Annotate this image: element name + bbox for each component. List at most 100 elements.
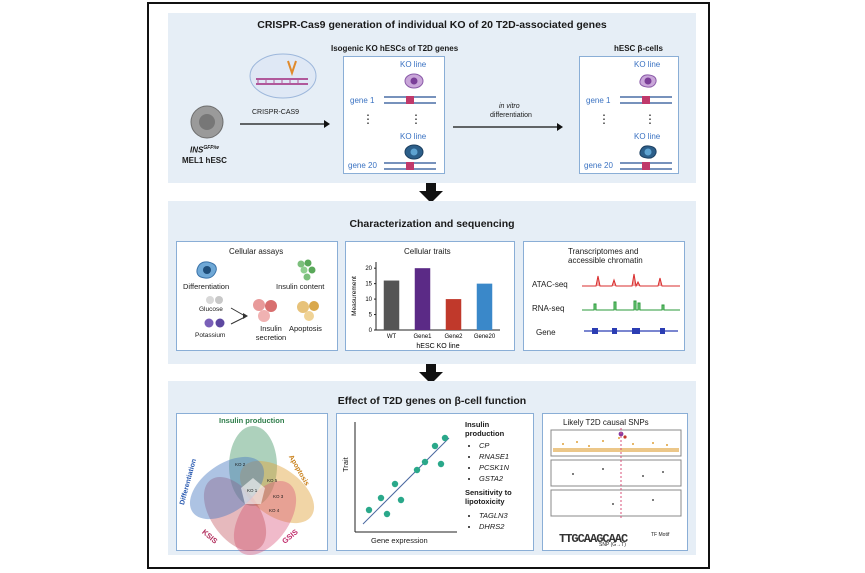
atac-label: ATAC-seq: [532, 280, 568, 289]
differentiation-label: Differentiation: [183, 282, 230, 291]
omics-title-1: Transcriptomes and: [568, 247, 639, 256]
characterization-panel: Characterization and sequencing Cellular…: [168, 201, 696, 364]
scatter-point: [365, 506, 373, 514]
beta-cell-1-icon: [639, 74, 657, 88]
ko-cell-1-icon: [404, 73, 424, 89]
down-arrow-2-icon: [419, 364, 443, 384]
scatter-box: Trait Gene expression Insulin production…: [336, 413, 534, 551]
venn-ko2: KO 2: [235, 462, 246, 467]
beta-dots-right: ⋮: [644, 112, 656, 126]
venn-box: Insulin production Apoptosis GSIS KSIS D…: [176, 413, 328, 556]
potassium-label: Potassium: [195, 332, 226, 339]
diff-label: differentiation: [490, 112, 532, 119]
y-tick-label: 20: [365, 266, 372, 272]
bar-gene1: [414, 268, 431, 330]
lipotoxicity-gene-list: TAGLN3 DHRS2: [469, 510, 508, 532]
motif-label: TF Motif: [651, 532, 670, 538]
bar-gene2: [445, 299, 462, 330]
beta-ko-label-2: KO line: [634, 132, 661, 141]
lipo-gene: TAGLN3: [479, 510, 508, 521]
down-arrow-1-icon: [419, 183, 443, 203]
traits-box: Cellular traits 0 5 10 15 20 WT Gene1 Gene2 Gene…: [345, 241, 515, 351]
x-tick-label: WT: [387, 334, 397, 340]
ko-cell-20-icon: [404, 144, 424, 160]
venn-ko1: KO 1: [247, 488, 258, 493]
traits-title: Cellular traits: [404, 247, 451, 256]
y-axis-label: Measurement: [351, 276, 358, 316]
scatter-ylabel: Trait: [341, 457, 350, 472]
insulin-gene: GSTA2: [479, 473, 509, 484]
apoptosis-icon: [297, 301, 319, 321]
gene-1-label: gene 1: [350, 96, 375, 105]
venn-ko3: KO 3: [273, 494, 284, 499]
mel1-label: MEL1 hESC: [182, 156, 227, 165]
scatter-point: [397, 496, 405, 504]
rna-track-icon: [582, 300, 680, 311]
insulin-gene: PCSK1N: [479, 462, 509, 473]
y-tick-label: 5: [369, 313, 373, 319]
scatter-xlabel: Gene expression: [371, 536, 428, 545]
scatter-point: [441, 434, 449, 442]
scatter-point: [431, 442, 439, 450]
motif-logo: TTGCAAGCAAC: [559, 532, 628, 546]
y-tick-label: 10: [365, 297, 372, 303]
effect-title: Effect of T2D genes on β-cell function: [337, 395, 527, 407]
omics-box: Transcriptomes and accessible chromatin …: [523, 241, 685, 351]
x-axis-label: hESC KO line: [416, 343, 459, 350]
snp-tracks: TTGCAAGCAAC: [550, 428, 682, 546]
beta-title: hESC β-cells: [614, 44, 663, 53]
crispr-plasmid-icon: [249, 53, 317, 99]
insulin-content-icon: [297, 259, 316, 281]
snp-box: Likely T2D causal SNPs TTGCAAGCAAC TF Mo…: [542, 413, 688, 551]
dna-20-icon: [384, 162, 436, 170]
characterization-title: Characterization and sequencing: [349, 218, 515, 230]
venn-ko4: KO 4: [269, 508, 280, 513]
ko-title: Isogenic KO hESCs of T2D genes: [331, 44, 459, 53]
y-tick-label: 0: [369, 328, 373, 334]
beta-cells-box: KO line gene 1 ⋮ ⋮ KO line gene 20: [579, 56, 679, 174]
dna-1-icon: [384, 96, 436, 104]
insulin-gene-list: CP RNASE1 PCSK1N GSTA2: [469, 440, 509, 484]
glucose-label: Glucose: [199, 306, 223, 313]
crispr-label: CRISPR-CAS9: [252, 109, 300, 116]
scatter-point: [377, 494, 385, 502]
insulin-production-heading: Insulin production: [465, 420, 505, 438]
glucose-icon: [206, 296, 223, 304]
trait-scatter-plot: [354, 422, 457, 533]
beta-dna-20-icon: [620, 162, 672, 170]
rna-label: RNA-seq: [532, 304, 565, 313]
ko-lines-box: KO line gene 1 ⋮ ⋮ KO line gene 20: [343, 56, 445, 174]
assays-title: Cellular assays: [229, 247, 284, 256]
differentiation-cell-icon: [196, 261, 217, 279]
effect-panel: Effect of T2D genes on β-cell function I…: [168, 381, 696, 556]
traits-bar-chart: 0 5 10 15 20 WT Gene1 Gene2 Gene20 hESC KO line Me…: [351, 262, 500, 350]
mel1-cell-icon: [190, 105, 224, 139]
lipo-gene: DHRS2: [479, 521, 508, 532]
venn-insulin-label: Insulin production: [219, 416, 285, 425]
x-tick-label: Gene2: [444, 334, 463, 340]
crispr-arrow-icon: [240, 120, 330, 128]
snp-title: Likely T2D causal SNPs: [563, 418, 649, 427]
x-tick-label: Gene1: [413, 334, 432, 340]
insulin-content-label: Insulin content: [276, 282, 325, 291]
diff-arrow-icon: [453, 123, 563, 131]
gene-20-label: gene 20: [348, 161, 377, 170]
bar-gene20: [476, 283, 493, 330]
bar-wt: [383, 280, 400, 330]
venn-diagram: [189, 426, 315, 556]
beta-ko-label-1: KO line: [634, 60, 661, 69]
ko-line-label-2: KO line: [400, 132, 427, 141]
venn-ko5: KO 5: [267, 478, 278, 483]
ins-label: INSGFP/w: [190, 145, 219, 155]
ko-line-label-1: KO line: [400, 60, 427, 69]
insulin-secretion-label: Insulin secretion: [255, 324, 287, 342]
insulin-gene: RNASE1: [479, 451, 509, 462]
scatter-point: [413, 466, 421, 474]
scatter-point: [421, 458, 429, 466]
crispr-panel: CRISPR-Cas9 generation of individual KO …: [168, 13, 696, 183]
crispr-panel-title: CRISPR-Cas9 generation of individual KO …: [257, 19, 607, 31]
secretion-arrows-icon: [230, 307, 248, 325]
beta-dots-left: ⋮: [598, 112, 610, 126]
scatter-point: [437, 460, 445, 468]
beta-dna-1-icon: [620, 96, 672, 104]
